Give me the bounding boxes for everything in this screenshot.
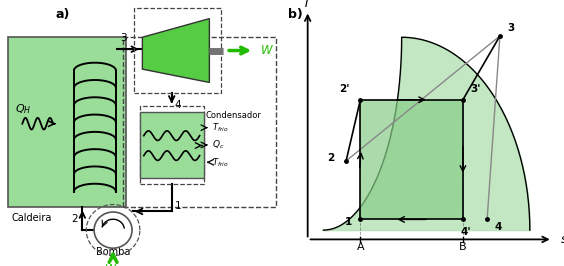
Text: 2: 2 [71,214,78,224]
Text: A: A [356,242,364,252]
Text: Caldeira: Caldeira [11,213,51,223]
Text: $T_{frio}$: $T_{frio}$ [212,156,229,168]
Text: $W_b$: $W_b$ [104,262,122,266]
Text: $Q_H$: $Q_H$ [15,102,32,116]
Text: 1: 1 [345,217,352,227]
Text: Turbina: Turbina [151,45,192,56]
Text: 4: 4 [174,100,181,110]
Text: a): a) [56,8,70,21]
Text: 1: 1 [174,201,181,211]
Text: 3: 3 [120,33,127,43]
FancyBboxPatch shape [140,112,204,178]
Text: $s$: $s$ [559,233,564,246]
Text: 3: 3 [507,23,514,33]
Text: 2': 2' [339,84,350,94]
Text: Condensador: Condensador [205,111,261,120]
Text: 4': 4' [460,227,471,238]
FancyBboxPatch shape [8,37,126,207]
Polygon shape [360,100,463,219]
Text: 2: 2 [328,153,335,163]
Text: b): b) [288,8,302,21]
Text: 3': 3' [470,84,481,94]
Text: Bomba: Bomba [96,247,130,257]
Text: $T$: $T$ [302,0,313,10]
Text: $W$: $W$ [259,44,274,57]
Polygon shape [142,19,209,82]
Circle shape [94,212,132,248]
Text: $Q_c$: $Q_c$ [212,139,224,151]
Text: 4: 4 [494,222,501,232]
Text: $T_{frio}$: $T_{frio}$ [212,122,229,134]
Text: B: B [459,242,466,252]
